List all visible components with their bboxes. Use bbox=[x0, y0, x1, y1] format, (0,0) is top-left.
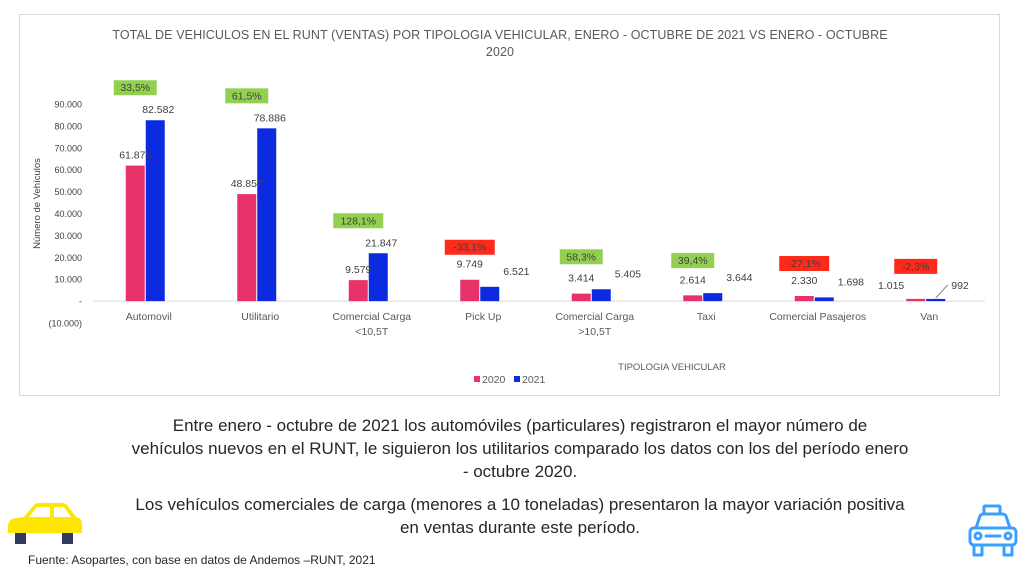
chart-title: TOTAL DE VEHICULOS EN EL RUNT (VENTAS) P… bbox=[100, 27, 900, 61]
data-label-2020: 9.749 bbox=[457, 259, 483, 271]
bar-2020 bbox=[460, 279, 480, 302]
variation-badge bbox=[894, 258, 938, 274]
bar-2021 bbox=[368, 253, 388, 302]
y-axis-title: Número de Vehículos bbox=[32, 158, 43, 249]
y-tick-label: 70.000 bbox=[54, 143, 82, 153]
variation-badge bbox=[671, 253, 715, 269]
bar-2020 bbox=[237, 194, 257, 302]
variation-label: -2,3% bbox=[902, 261, 929, 273]
data-label-2021: 21.847 bbox=[365, 237, 397, 249]
category-label: >10,5T bbox=[578, 326, 612, 338]
y-tick-label: 50.000 bbox=[54, 187, 82, 197]
bar-2021 bbox=[591, 289, 611, 302]
variation-label: -33,1% bbox=[453, 242, 486, 254]
variation-label: -27,1% bbox=[788, 258, 821, 270]
chart-title-line1: TOTAL DE VEHICULOS EN EL RUNT (VENTAS) P… bbox=[112, 28, 888, 42]
bar-2020 bbox=[906, 298, 926, 302]
category-label: Automovil bbox=[126, 311, 172, 323]
x-axis-title: TIPOLOGIA VEHICULAR bbox=[618, 362, 726, 373]
variation-badge bbox=[225, 88, 269, 104]
data-label-2020: 48.857 bbox=[231, 178, 263, 190]
chart-title-line2: 2020 bbox=[485, 45, 515, 59]
data-label-2021: 3.644 bbox=[726, 272, 752, 284]
y-tick-label: 10.000 bbox=[54, 275, 82, 285]
bar-2021 bbox=[480, 286, 500, 302]
bar-2021 bbox=[145, 120, 165, 302]
legend-label: 2020 bbox=[482, 374, 506, 386]
legend-label: 2021 bbox=[522, 374, 546, 386]
variation-badge bbox=[333, 213, 384, 229]
bar-2021 bbox=[814, 297, 834, 302]
summary-paragraph-1: Entre enero - octubre de 2021 los automó… bbox=[80, 414, 960, 483]
y-tick-label: 80.000 bbox=[54, 121, 82, 131]
variation-badge bbox=[113, 80, 157, 96]
variation-label: 39,4% bbox=[678, 255, 708, 267]
bar-2020 bbox=[125, 165, 145, 302]
chart-frame bbox=[19, 14, 1000, 396]
data-label-2021: 82.582 bbox=[142, 104, 174, 116]
data-label-2020: 2.614 bbox=[680, 274, 706, 286]
variation-badge bbox=[779, 255, 830, 271]
data-label-2020: 1.015 bbox=[878, 280, 904, 292]
variation-badge bbox=[559, 249, 603, 265]
category-label: Van bbox=[920, 311, 938, 323]
data-label-2021: 78.886 bbox=[254, 112, 286, 124]
bar-chart: (10.000) - 10.000 20.000 30.000 40.000 50.000 6… bbox=[32, 80, 985, 386]
data-label-2021: 992 bbox=[951, 280, 969, 292]
bar-2021 bbox=[926, 298, 946, 302]
variation-label: 33,5% bbox=[120, 82, 150, 94]
category-label: Taxi bbox=[697, 311, 716, 323]
y-tick-label: 30.000 bbox=[54, 231, 82, 241]
category-label: Utilitario bbox=[241, 311, 279, 323]
summary-line: en ventas durante este período. bbox=[399, 518, 641, 537]
data-label-2021: 6.521 bbox=[503, 266, 529, 278]
category-label: Comercial Carga bbox=[555, 311, 634, 323]
category-label: Comercial Carga bbox=[332, 311, 411, 323]
summary-line: Los vehículos comerciales de carga (meno… bbox=[135, 495, 905, 514]
y-tick-label: 60.000 bbox=[54, 165, 82, 175]
bar-2021 bbox=[703, 293, 723, 302]
summary-line: vehículos nuevos en el RUNT, le siguiero… bbox=[131, 439, 909, 458]
variation-label: 128,1% bbox=[340, 215, 376, 227]
variation-badge bbox=[444, 239, 495, 255]
bar-2020 bbox=[794, 295, 814, 302]
y-tick-label: 20.000 bbox=[54, 253, 82, 263]
bar-2020 bbox=[683, 295, 703, 302]
summary-line: Entre enero - octubre de 2021 los automó… bbox=[172, 416, 868, 435]
category-label: <10,5T bbox=[355, 326, 389, 338]
data-label-leader bbox=[935, 284, 949, 299]
y-tick-label: (10.000) bbox=[48, 319, 82, 329]
bar-2020 bbox=[348, 280, 368, 302]
summary-line: - octubre 2020. bbox=[462, 462, 578, 481]
legend-swatch bbox=[514, 376, 520, 382]
source-note: Fuente: Asopartes, con base en datos de … bbox=[28, 553, 376, 567]
summary-paragraph-2: Los vehículos comerciales de carga (meno… bbox=[80, 493, 960, 539]
data-label-2020: 61.873 bbox=[119, 150, 151, 162]
car-icon bbox=[8, 503, 82, 544]
category-label: Pick Up bbox=[465, 311, 501, 323]
data-label-2020: 2.330 bbox=[791, 275, 817, 287]
data-label-2021: 1.698 bbox=[838, 276, 864, 288]
bar-2020 bbox=[571, 293, 591, 302]
data-label-2021: 5.405 bbox=[615, 268, 641, 280]
data-label-2020: 9.579 bbox=[345, 264, 371, 276]
variation-label: 61,5% bbox=[232, 90, 262, 102]
data-label-2020: 3.414 bbox=[568, 273, 594, 285]
legend-swatch bbox=[474, 376, 480, 382]
y-tick-label: - bbox=[79, 297, 82, 307]
category-label: Comercial Pasajeros bbox=[769, 311, 866, 323]
bar-2021 bbox=[257, 128, 277, 302]
variation-label: 58,3% bbox=[566, 251, 596, 263]
y-tick-label: 40.000 bbox=[54, 209, 82, 219]
y-tick-label: 90.000 bbox=[54, 100, 82, 110]
taxi-icon bbox=[968, 504, 1018, 557]
